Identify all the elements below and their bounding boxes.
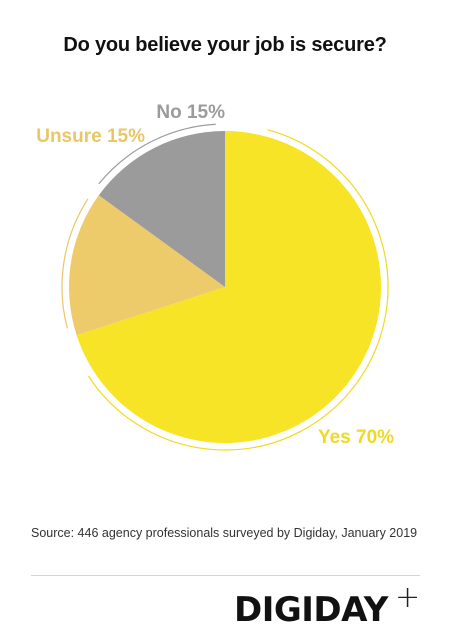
chart-title: Do you believe your job is secure? (63, 34, 387, 56)
leader-line-no (98, 123, 216, 185)
pie-slice-no (98, 131, 225, 287)
leader-line-unsure (61, 198, 89, 329)
pie-chart: Yes 70% Unsure 15% No 15% (36, 102, 394, 451)
plus-icon: + (395, 580, 421, 615)
source-note: Source: 446 agency professionals surveye… (31, 526, 418, 540)
pie-slice-yes (76, 131, 381, 443)
digiday-logo: DIGIDAY (234, 590, 388, 630)
divider (31, 575, 420, 576)
slice-label-unsure: Unsure 15% (36, 126, 145, 147)
pie-slice-unsure (68, 195, 225, 336)
leader-line-yes (87, 129, 389, 451)
slice-label-yes: Yes 70% (318, 427, 394, 448)
slice-label-no: No 15% (156, 102, 225, 123)
